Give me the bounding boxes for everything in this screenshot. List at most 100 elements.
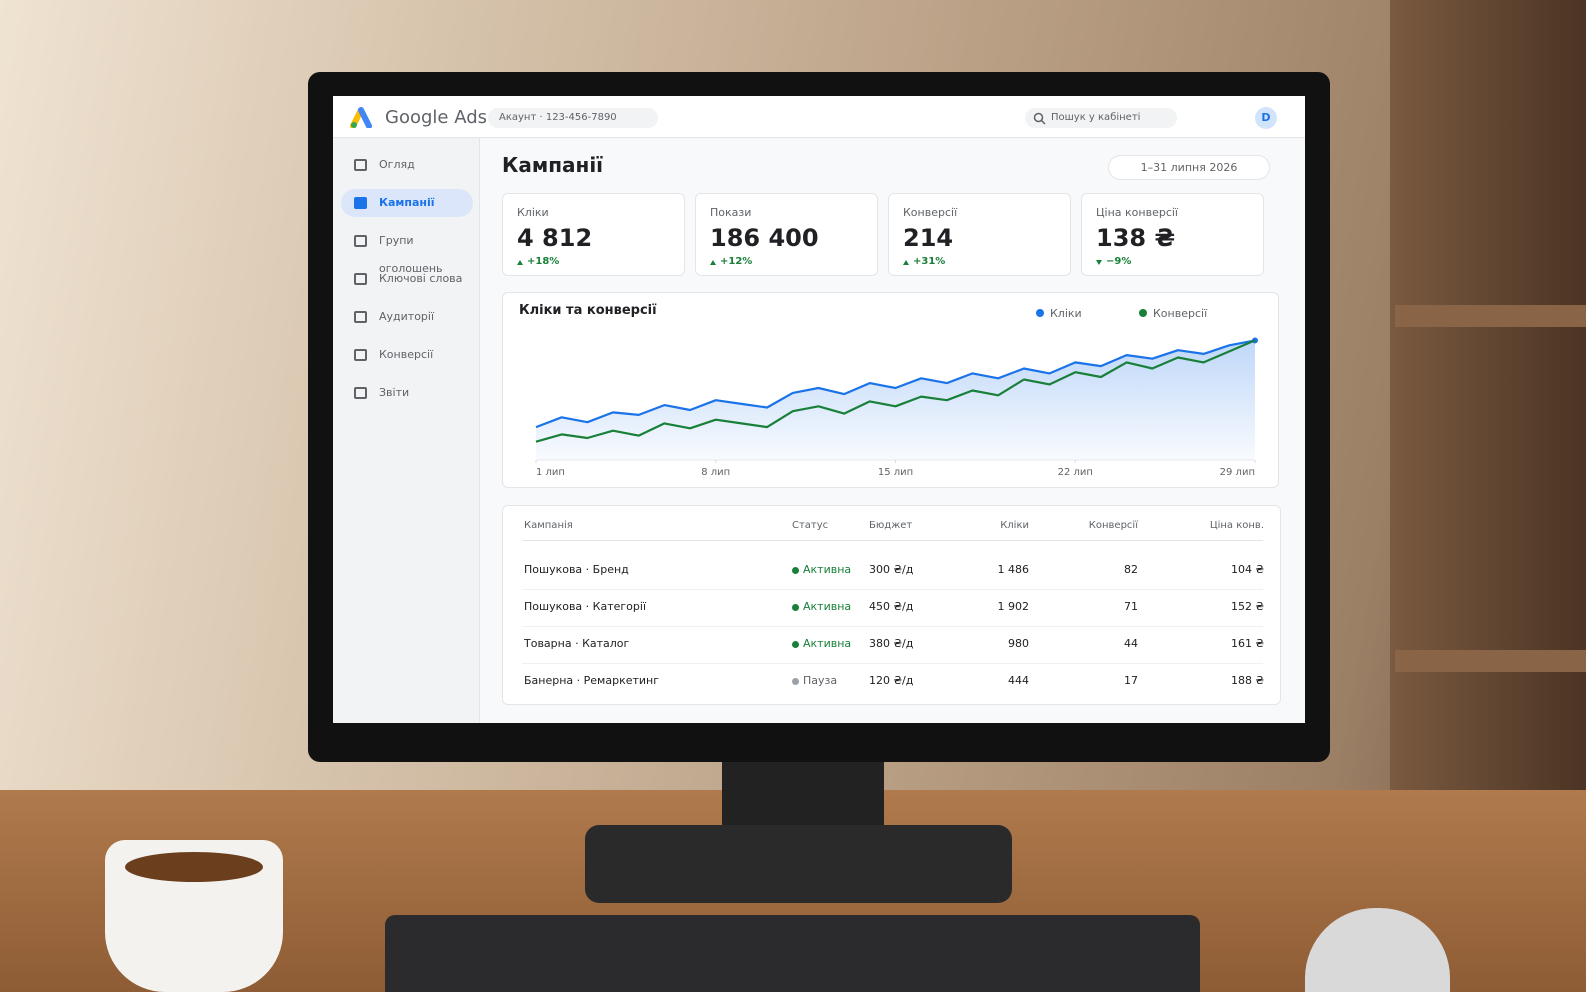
column-header: Кампанія xyxy=(524,520,573,531)
nav-icon xyxy=(354,311,367,323)
kpi-card: Конверсії 214 +31% xyxy=(888,193,1071,276)
column-header: Статус xyxy=(792,520,829,531)
column-header: Конверсії xyxy=(1088,520,1138,531)
legend-marker xyxy=(1036,309,1044,317)
status-dot xyxy=(792,641,799,648)
kpi-label: Ціна конверсії xyxy=(1096,206,1178,219)
x-tick-label: 29 лип xyxy=(1220,467,1255,478)
table-cell: 82 xyxy=(1124,563,1138,576)
x-tick-label: 22 лип xyxy=(1058,467,1093,478)
shelf xyxy=(1390,0,1586,800)
table-cell: 980 xyxy=(1008,637,1029,650)
date-range[interactable]: 1–31 липня 2026 xyxy=(1108,155,1270,180)
kpi-value: 4 812 xyxy=(517,224,593,252)
table-cell: 71 xyxy=(1124,600,1138,613)
legend-marker xyxy=(1139,309,1147,317)
table-cell: Товарна · Каталог xyxy=(524,637,630,650)
x-tick-label: 1 лип xyxy=(536,467,565,478)
kpi-delta: +12% xyxy=(720,256,753,267)
sidebar: Огляд Кампанії Групи оголошень Ключові слов… xyxy=(333,138,480,723)
table-cell: 161 ₴ xyxy=(1230,637,1264,650)
table-cell: 17 xyxy=(1124,674,1138,687)
table-cell: Пошукова · Категорії xyxy=(524,600,646,613)
kpi-value: 186 400 xyxy=(710,224,819,252)
logo-text: Google Ads xyxy=(385,107,487,128)
page-title: Кампанії xyxy=(502,153,604,177)
kpi-arrow xyxy=(710,260,716,265)
monitor-neck xyxy=(722,755,884,835)
search[interactable]: Пошук у кабінеті xyxy=(1025,108,1177,128)
search-icon xyxy=(1033,112,1046,125)
kpi-label: Кліки xyxy=(517,206,549,219)
status-dot xyxy=(792,678,799,685)
table-cell: Активна xyxy=(803,563,852,576)
line xyxy=(535,339,1256,429)
kpi-arrow xyxy=(517,260,523,265)
status-dot xyxy=(792,567,799,574)
table-cell: 444 xyxy=(1008,674,1029,687)
table-cell: 380 ₴/д xyxy=(869,637,914,650)
table-cell: 152 ₴ xyxy=(1230,600,1264,613)
monitor-base xyxy=(585,825,1012,903)
row-divider xyxy=(522,663,1263,664)
table-cell: 104 ₴ xyxy=(1230,563,1264,576)
table-cell: 1 902 xyxy=(997,600,1030,613)
table-cell: Пошукова · Бренд xyxy=(524,563,629,576)
table-cell: Активна xyxy=(803,637,852,650)
account[interactable]: Акаунт · 123-456-7890 xyxy=(488,108,658,128)
nav-item[interactable]: Звіти xyxy=(341,379,473,407)
kpi-card: Ціна конверсії 138 ₴ −9% xyxy=(1081,193,1264,276)
kpi-value: 214 xyxy=(903,224,954,252)
coffee xyxy=(125,852,263,882)
table-cell: 450 ₴/д xyxy=(869,600,914,613)
header-divider xyxy=(522,540,1263,541)
column-header: Кліки xyxy=(1000,520,1029,531)
keyboard xyxy=(385,915,1200,992)
table-cell: 300 ₴/д xyxy=(869,563,914,576)
logo-icon xyxy=(350,107,372,128)
kpi-arrow xyxy=(1096,260,1102,265)
nav-item[interactable]: Кампанії xyxy=(341,189,473,217)
kpi-delta: +31% xyxy=(913,256,946,267)
column-header: Ціна конв. xyxy=(1209,520,1264,531)
kpi-card: Кліки 4 812 +18% xyxy=(502,193,685,276)
table-cell: Активна xyxy=(803,600,852,613)
table-cell: Пауза xyxy=(803,674,838,687)
x-tick-label: 8 лип xyxy=(701,467,730,478)
nav-item[interactable]: Аудиторії xyxy=(341,303,473,331)
nav-icon xyxy=(354,159,367,171)
table-cell: Банерна · Ремаркетинг xyxy=(524,674,660,687)
avatar[interactable]: D xyxy=(1255,107,1277,129)
legend-label: Конверсії xyxy=(1153,307,1208,320)
shelf-board xyxy=(1395,305,1586,327)
table-cell: 1 486 xyxy=(997,563,1030,576)
nav-icon xyxy=(354,197,367,209)
nav-item[interactable]: Огляд xyxy=(341,151,473,179)
legend-label: Кліки xyxy=(1050,307,1082,320)
nav-item[interactable]: Групи оголошень xyxy=(341,227,473,275)
nav-icon xyxy=(354,349,367,361)
nav-icon xyxy=(354,235,367,247)
nav-item[interactable]: Конверсії xyxy=(341,341,473,369)
kpi-label: Покази xyxy=(710,206,752,219)
kpi-label: Конверсії xyxy=(903,206,958,219)
x-tick-label: 15 лип xyxy=(878,467,913,478)
line xyxy=(535,339,1256,443)
row-divider xyxy=(522,626,1263,627)
shelf-board xyxy=(1395,650,1586,672)
nav-item[interactable]: Ключові слова xyxy=(341,265,473,293)
nav-icon xyxy=(354,273,367,285)
chart-title: Кліки та конверсії xyxy=(519,303,657,318)
table-cell: 44 xyxy=(1124,637,1138,650)
chart: Кліки та конверсії 1 лип 8 лип 15 лип 22 лип… xyxy=(519,303,1258,478)
area xyxy=(536,340,1255,460)
kpi-delta: −9% xyxy=(1106,256,1132,267)
table-cell: 188 ₴ xyxy=(1230,674,1264,687)
nav-icon xyxy=(354,387,367,399)
kpi-arrow xyxy=(903,260,909,265)
column-header: Бюджет xyxy=(869,520,913,531)
status-dot xyxy=(792,604,799,611)
row-divider xyxy=(522,589,1263,590)
kpi-delta: +18% xyxy=(527,256,560,267)
